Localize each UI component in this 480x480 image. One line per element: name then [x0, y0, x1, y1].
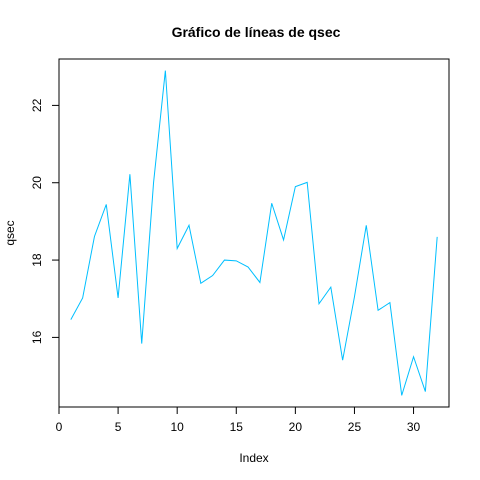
x-tick-label: 0: [56, 420, 63, 434]
x-axis-label: Index: [239, 451, 268, 465]
x-tick-label: 20: [289, 420, 303, 434]
x-tick-label: 15: [230, 420, 244, 434]
x-tick-label: 10: [171, 420, 185, 434]
y-axis-label: qsec: [3, 220, 17, 245]
x-tick-label: 5: [115, 420, 122, 434]
x-axis: 0 5 10 15 20 25 30: [56, 407, 421, 434]
chart-title: Gráfico de líneas de qsec: [172, 24, 341, 40]
x-tick-label: 30: [407, 420, 421, 434]
y-tick-label: 22: [30, 98, 44, 112]
y-tick-label: 16: [30, 330, 44, 344]
series-line-qsec: [70, 70, 438, 396]
y-axis: 16 18 20 22: [30, 98, 59, 344]
y-tick-label: 18: [30, 253, 44, 267]
y-tick-label: 20: [30, 176, 44, 190]
plot-frame: [58, 58, 450, 408]
x-tick-label: 25: [348, 420, 362, 434]
